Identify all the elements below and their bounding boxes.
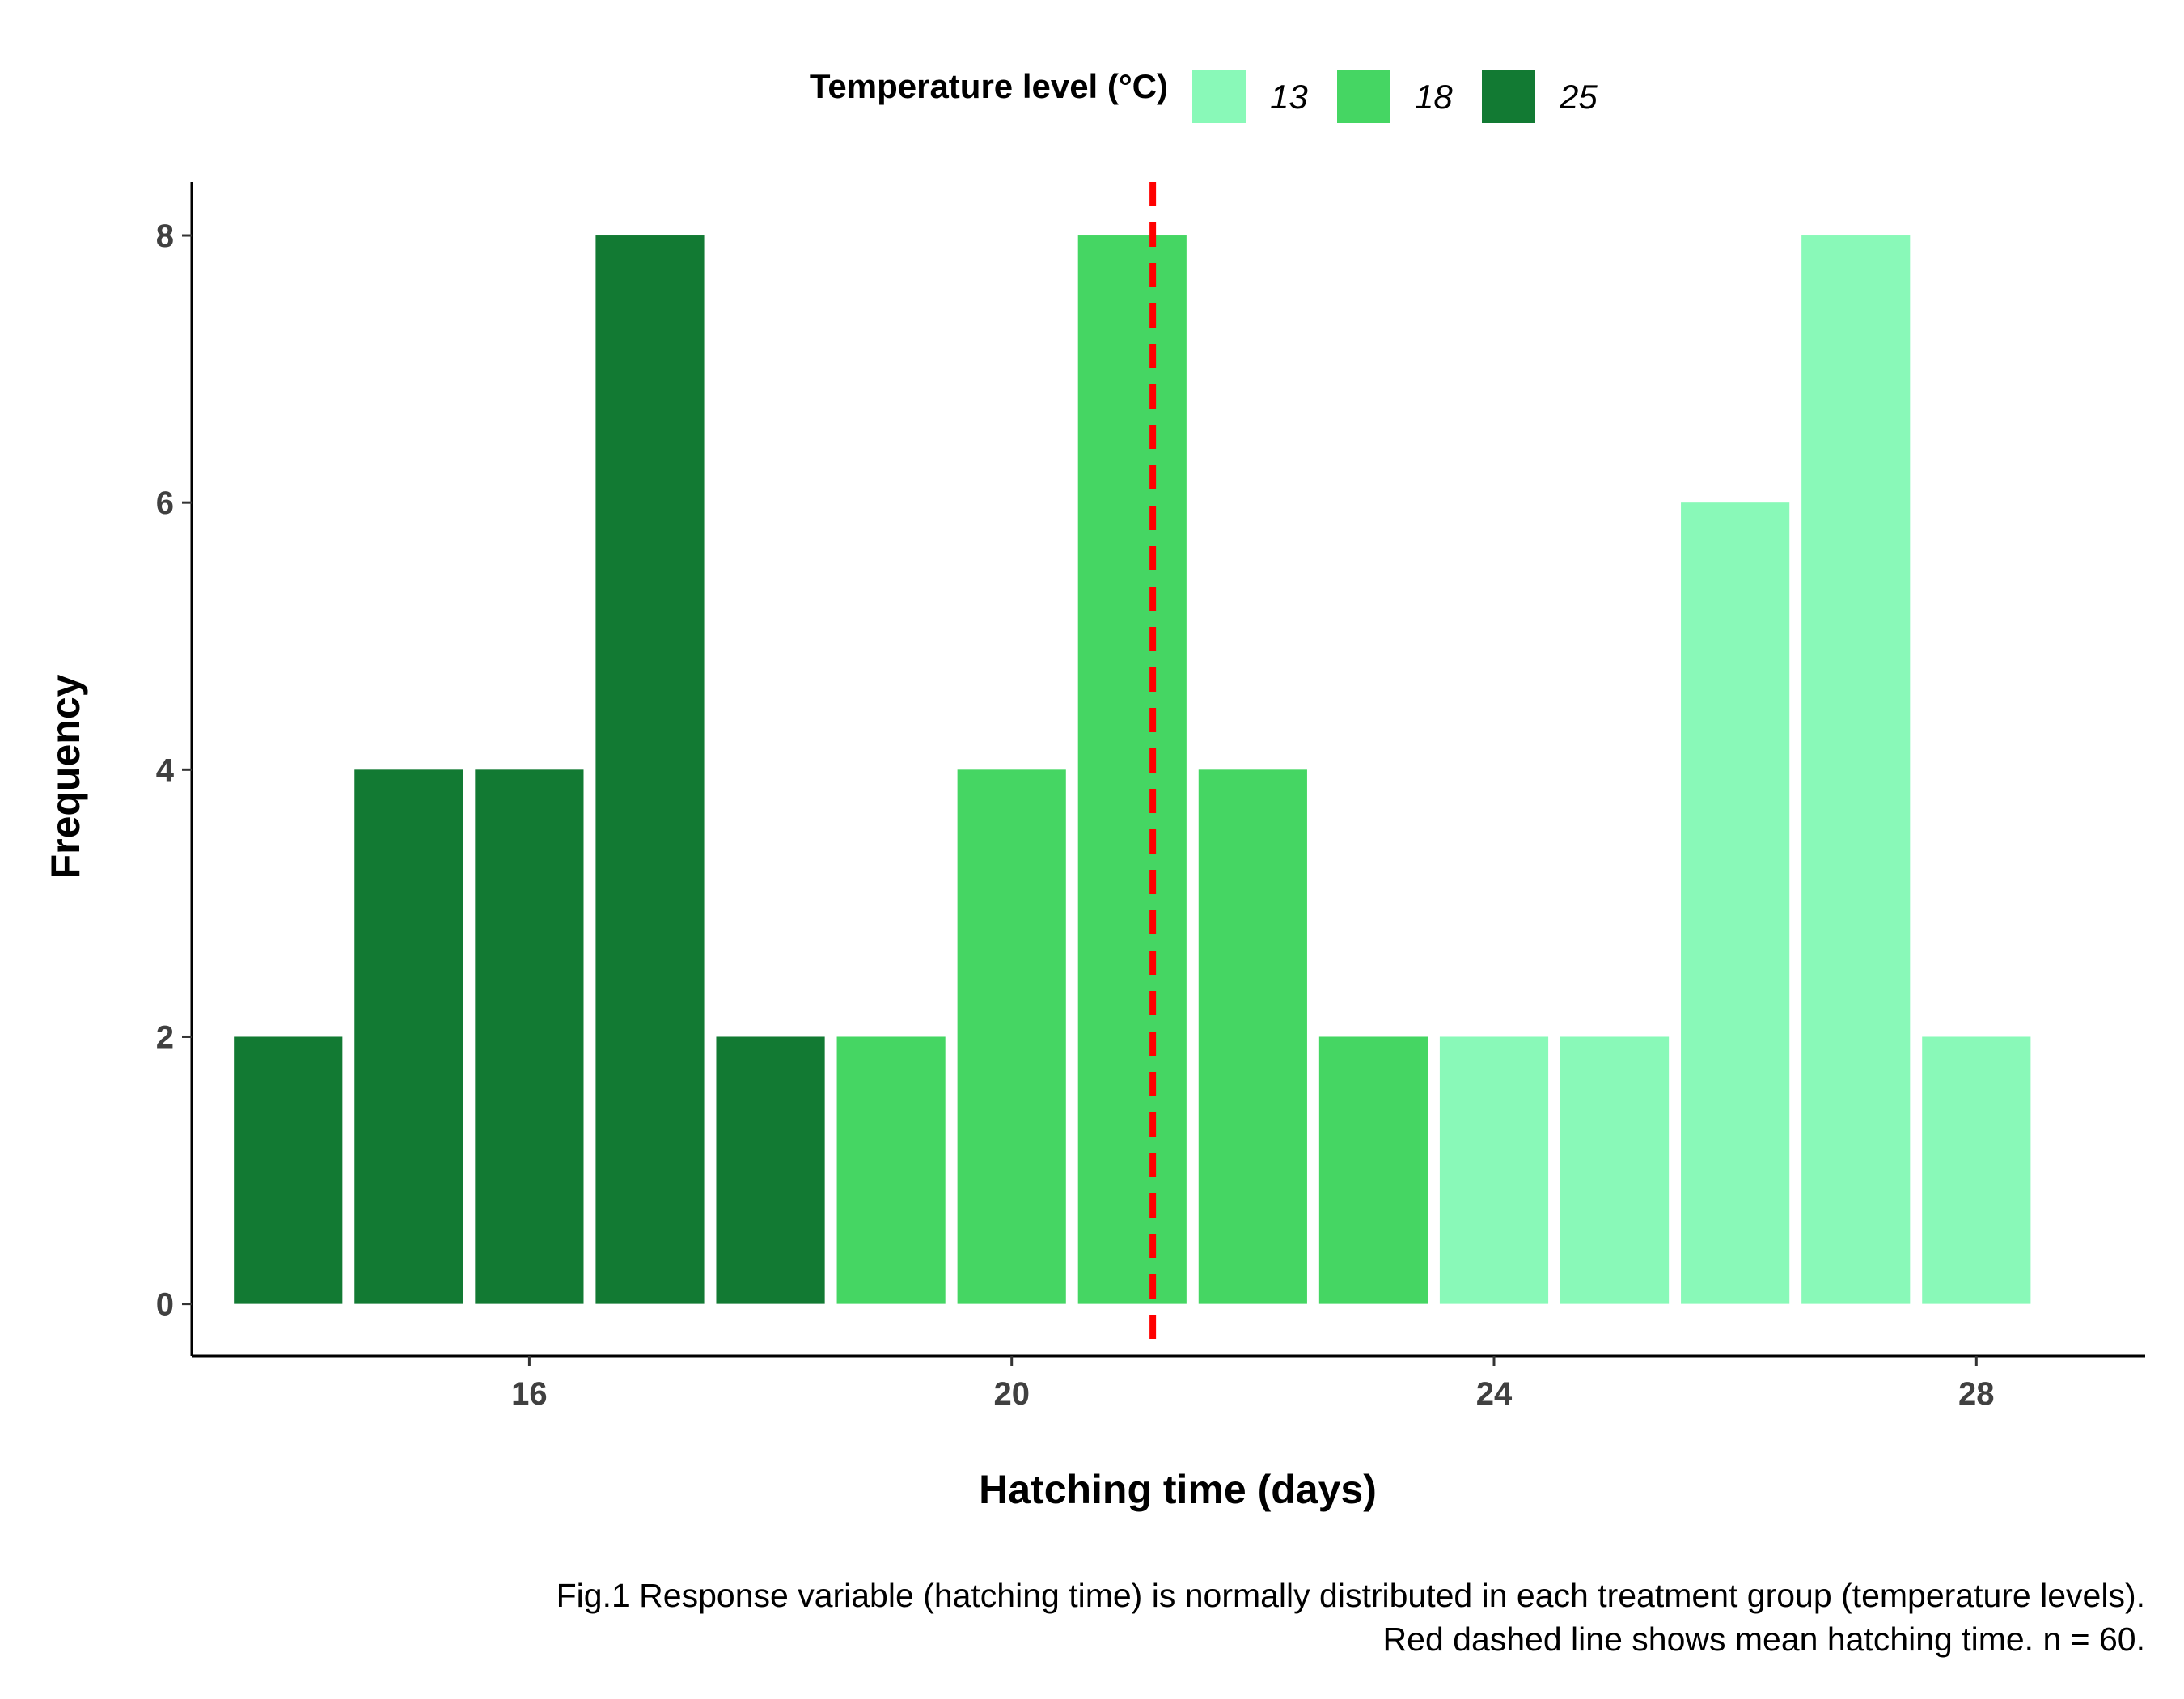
bar-temp-13-day-27	[1801, 235, 1911, 1304]
bar-temp-18-day-21	[1077, 235, 1187, 1304]
bar-temp-18-day-22	[1198, 769, 1307, 1304]
bar-temp-13-day-25	[1560, 1036, 1670, 1304]
y-axis-title: Frequency	[43, 674, 88, 879]
legend: Temperature level (°C) 13 18 25	[810, 67, 1598, 123]
y-tick-label: 6	[156, 485, 174, 521]
legend-key-18	[1337, 70, 1390, 123]
bar-temp-13-day-24	[1439, 1036, 1549, 1304]
legend-label-25: 25	[1559, 78, 1598, 116]
bar-temp-18-day-19	[836, 1036, 946, 1304]
bar-temp-25-day-14	[234, 1036, 343, 1304]
y-tick-label: 0	[156, 1287, 174, 1323]
bar-temp-25-day-16	[475, 769, 584, 1304]
bar-temp-13-day-28	[1922, 1036, 2031, 1304]
legend-key-25	[1482, 70, 1535, 123]
bar-temp-13-day-26	[1681, 502, 1790, 1304]
y-tick-label: 8	[156, 218, 174, 254]
caption-line2: Red dashed line shows mean hatching time…	[1383, 1621, 2145, 1658]
caption-line1: Fig.1 Response variable (hatching time) …	[557, 1577, 2145, 1614]
bar-temp-25-day-17	[595, 235, 705, 1304]
legend-label-13: 13	[1270, 78, 1308, 116]
legend-title: Temperature level (°C)	[810, 67, 1168, 105]
y-tick-label: 2	[156, 1019, 174, 1055]
bar-temp-25-day-15	[354, 769, 463, 1304]
bars-group	[234, 235, 2031, 1304]
legend-label-18: 18	[1415, 78, 1453, 116]
bar-temp-25-day-18	[716, 1036, 825, 1304]
bar-temp-18-day-20	[957, 769, 1066, 1304]
legend-key-13	[1192, 70, 1246, 123]
x-tick-label: 20	[993, 1376, 1030, 1412]
x-axis-title: Hatching time (days)	[979, 1467, 1377, 1512]
x-tick-label: 28	[1958, 1376, 1995, 1412]
x-tick-label: 16	[511, 1376, 548, 1412]
bar-temp-18-day-23	[1318, 1036, 1428, 1304]
y-tick-label: 4	[156, 752, 175, 788]
x-tick-label: 24	[1476, 1376, 1513, 1412]
